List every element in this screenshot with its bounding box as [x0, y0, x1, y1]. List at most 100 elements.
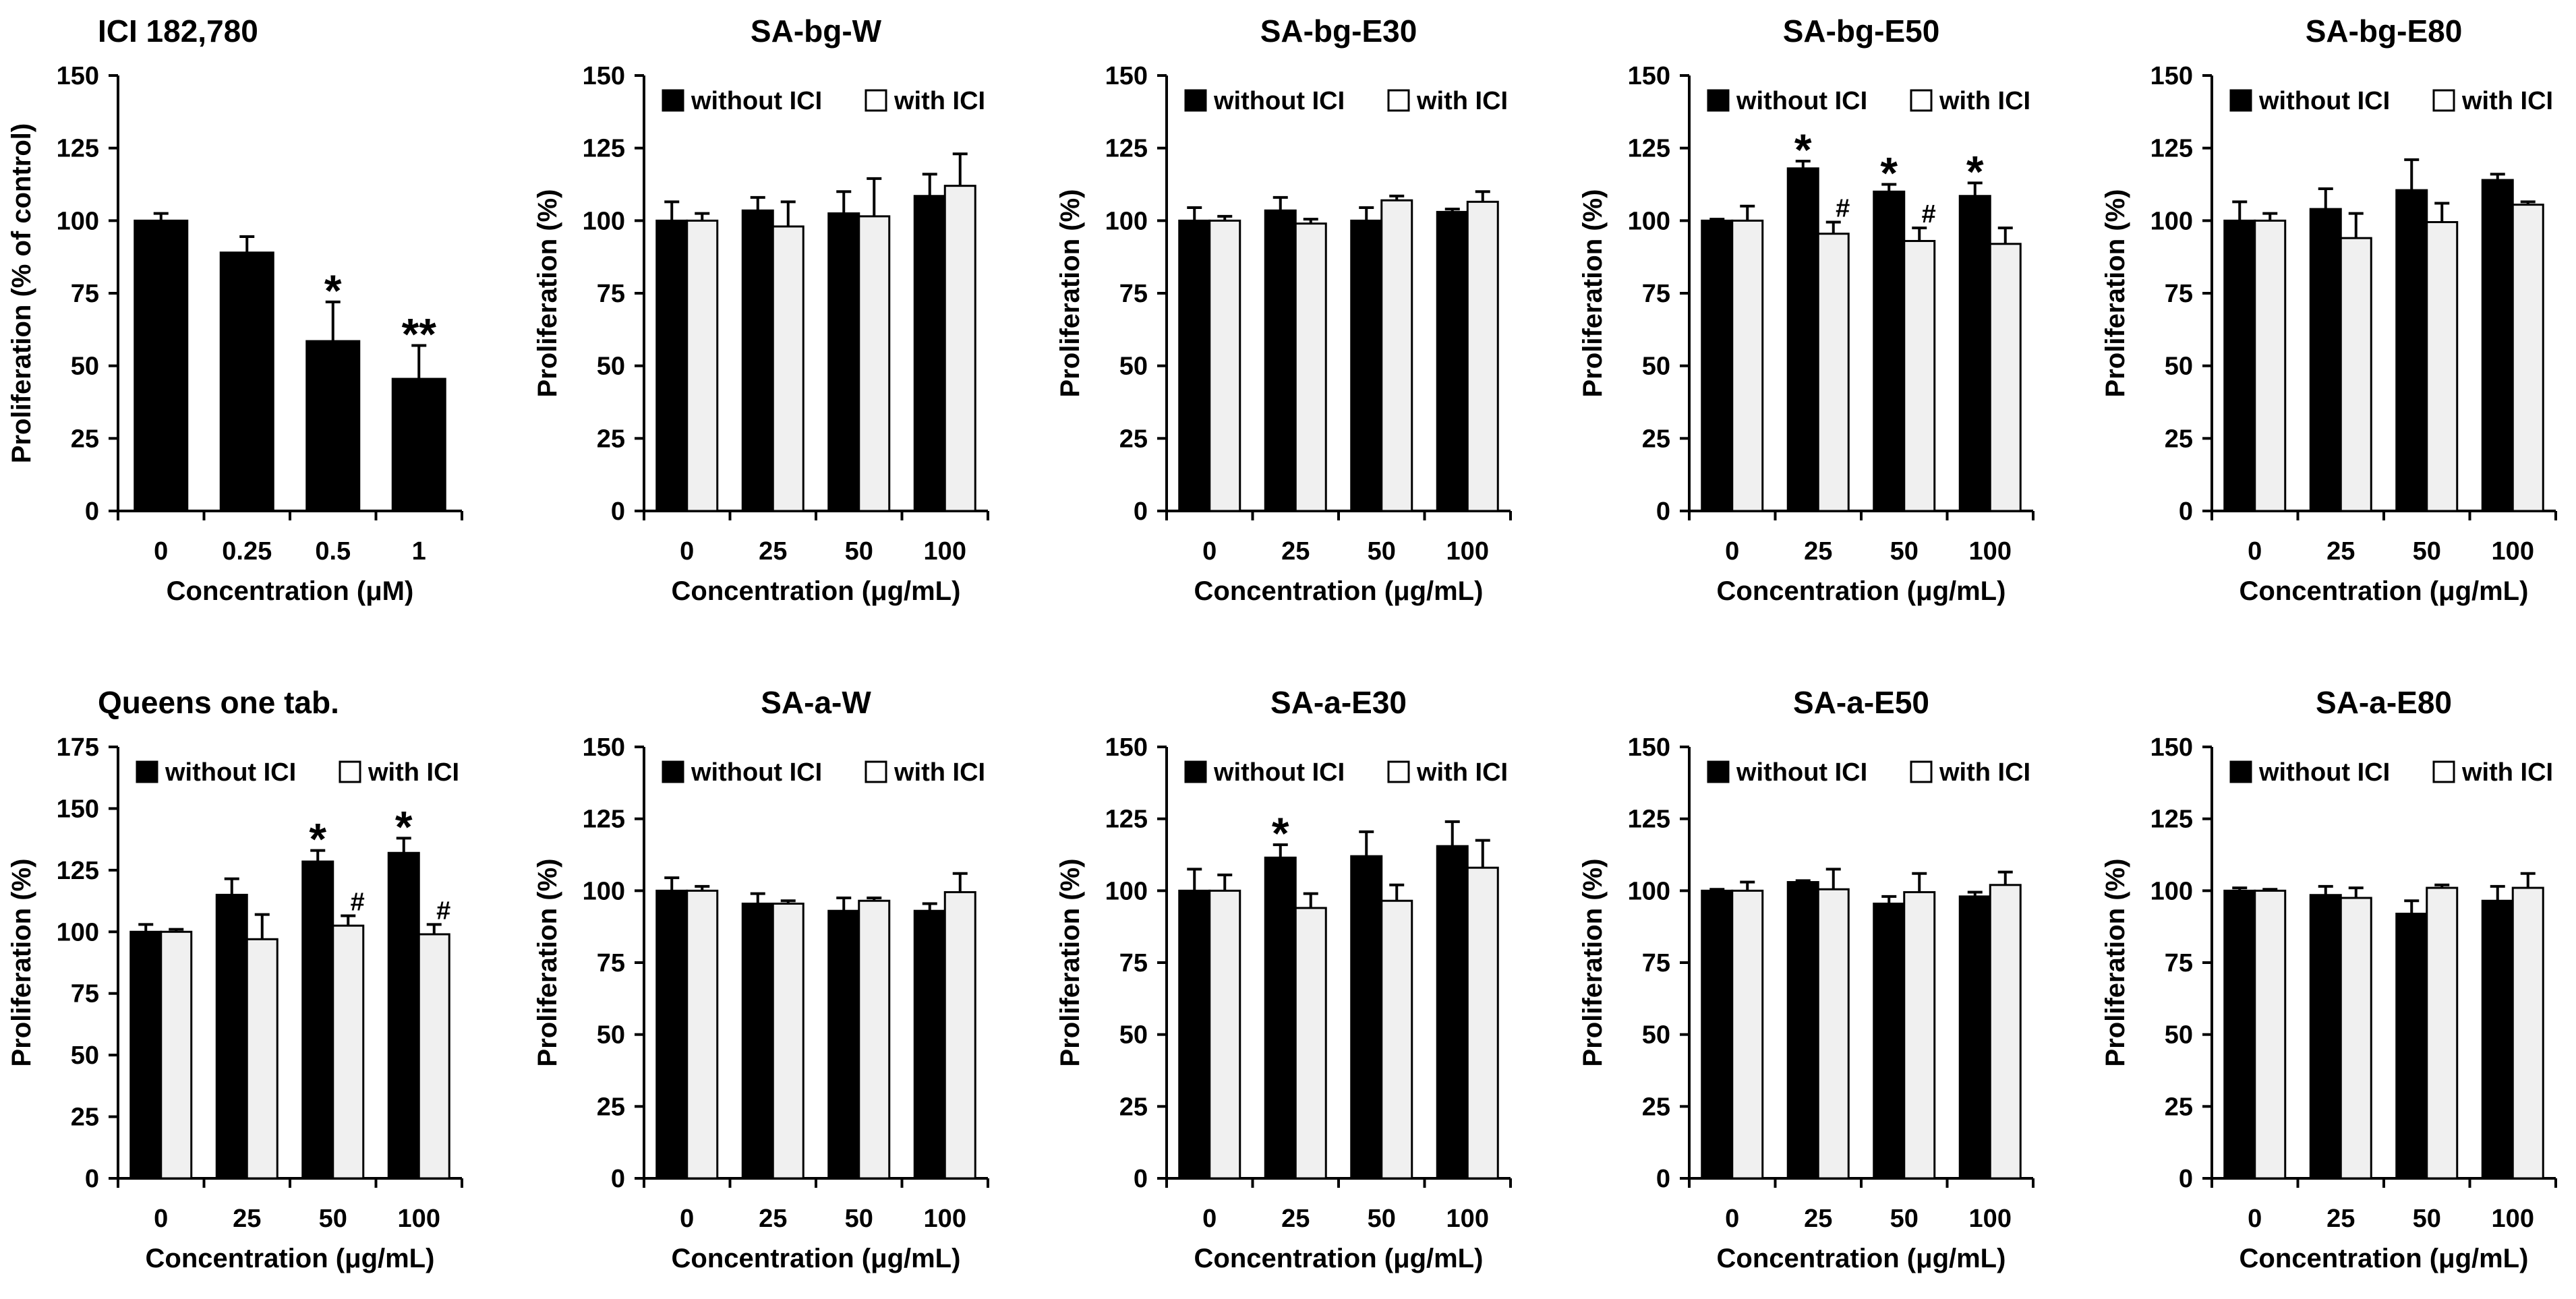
y-tick-label: 75	[1642, 949, 1670, 977]
bar-without-ici	[1786, 167, 1819, 512]
chart-title: ICI 182,780	[98, 13, 258, 49]
x-axis-label: Concentration (μg/mL)	[1717, 576, 2006, 606]
y-axis-label: Proliferation (%)	[7, 859, 36, 1067]
bar-with-ici	[1466, 200, 1499, 512]
bar-value	[219, 251, 274, 512]
y-tick-label: 25	[1119, 1093, 1148, 1121]
y-tick-label: 50	[2165, 353, 2193, 381]
bar-with-ici	[160, 930, 193, 1180]
x-tick-label: 50	[1890, 1205, 1919, 1233]
y-tick-label: 100	[57, 918, 99, 946]
bar-with-ici	[1903, 890, 1936, 1180]
legend: without ICI with ICI	[662, 758, 985, 787]
bar-without-ici	[1701, 889, 1734, 1180]
x-tick-label: 50	[1368, 537, 1396, 566]
legend-swatch	[2229, 760, 2252, 783]
significance-marker: #	[1836, 194, 1850, 222]
y-tick-label: 25	[71, 1104, 99, 1132]
x-axis-label: Concentration (μg/mL)	[1717, 1244, 2006, 1273]
x-tick-label: 100	[924, 1205, 966, 1233]
bar-without-ici	[1958, 195, 1991, 512]
y-tick-label: 125	[1628, 806, 1670, 834]
x-tick-label: 100	[2492, 537, 2534, 566]
bar-with-ici	[686, 219, 719, 512]
x-tick-label: 1	[412, 537, 426, 566]
bar-with-ici	[2339, 897, 2372, 1180]
bar-with-ici	[943, 185, 976, 512]
y-tick-label: 125	[1628, 135, 1670, 163]
legend: without ICI with ICI	[2229, 87, 2553, 115]
y-tick-label: 100	[1628, 877, 1670, 905]
bar-with-ici	[2511, 886, 2544, 1180]
y-tick-label: 75	[1119, 280, 1148, 308]
y-tick-label: 150	[1105, 62, 1148, 90]
x-tick-label: 0.25	[222, 537, 272, 566]
bar-with-ici	[2339, 237, 2372, 512]
bar-with-ici	[1989, 243, 2022, 512]
legend-swatch	[1707, 760, 1730, 783]
legend-swatch	[1707, 89, 1730, 112]
y-tick-label: 125	[2150, 135, 2193, 163]
y-tick-label: 150	[1628, 62, 1670, 90]
legend-label: with ICI	[894, 87, 985, 115]
y-tick-label: 25	[71, 425, 99, 453]
y-axis-label: Proliferation (%)	[2101, 859, 2130, 1067]
significance-marker: *	[309, 814, 326, 864]
bar-without-ici	[2395, 912, 2428, 1180]
y-tick-label: 125	[583, 135, 625, 163]
y-tick-label: 100	[1105, 877, 1148, 905]
chart-panel: SA-bg-W 0 25 50 75 100 125 150 Proliferation (%)…	[533, 13, 989, 606]
legend: without ICI with ICI	[1184, 758, 1508, 787]
y-tick-label: 25	[597, 425, 625, 453]
bar-without-ici	[1873, 903, 1906, 1180]
chart-panel: SA-bg-E50 0 25 50 75 100 125 150 Proliferation (…	[1578, 13, 2035, 606]
x-tick-label: 25	[2326, 537, 2355, 566]
y-tick-label: 125	[57, 857, 99, 885]
y-tick-label: 0	[2179, 497, 2193, 526]
bar-without-ici	[827, 212, 860, 512]
y-tick-label: 25	[2165, 425, 2193, 453]
x-axis-label: Concentration (μg/mL)	[672, 1244, 961, 1273]
bar-value	[391, 377, 446, 512]
bar-without-ici	[1701, 219, 1734, 512]
significance-marker: *	[1272, 808, 1289, 858]
y-tick-label: 75	[597, 280, 625, 308]
x-tick-label: 50	[1890, 537, 1919, 566]
y-tick-label: 50	[597, 1021, 625, 1050]
x-tick-label: 100	[1446, 1205, 1489, 1233]
legend-swatch	[2432, 760, 2455, 783]
x-tick-label: 100	[2492, 1205, 2534, 1233]
x-tick-label: 0	[2248, 537, 2262, 566]
y-tick-label: 25	[1642, 1093, 1670, 1121]
y-tick-label: 75	[597, 949, 625, 977]
legend-label: without ICI	[165, 758, 296, 787]
chart-panel: SA-bg-E30 0 25 50 75 100 125 150 Proliferation (…	[1055, 13, 1512, 606]
y-tick-label: 125	[583, 806, 625, 834]
legend: without ICI with ICI	[136, 758, 459, 787]
bar-with-ici	[1731, 889, 1764, 1180]
bar-without-ici	[301, 860, 334, 1180]
x-tick-label: 25	[233, 1205, 261, 1233]
x-tick-label: 0	[154, 537, 168, 566]
bar-with-ici	[1817, 888, 1850, 1180]
x-axis-label: Concentration (μM)	[167, 576, 414, 606]
legend-swatch	[1910, 760, 1933, 783]
bar-without-ici	[387, 851, 420, 1180]
y-tick-label: 75	[1642, 280, 1670, 308]
chart-title: Queens one tab.	[98, 685, 339, 720]
legend-label: with ICI	[894, 758, 985, 787]
bar-without-ici	[215, 893, 248, 1180]
y-tick-label: 50	[2165, 1021, 2193, 1050]
y-axis-label: Proliferation (%)	[533, 859, 562, 1067]
bar-with-ici	[417, 933, 450, 1180]
bar-without-ici	[2309, 894, 2342, 1180]
x-axis-label: Concentration (μg/mL)	[2240, 576, 2529, 606]
legend-swatch	[1184, 760, 1207, 783]
bar-with-ici	[1208, 889, 1241, 1180]
y-tick-label: 125	[57, 135, 99, 163]
x-tick-label: 100	[924, 537, 966, 566]
bar-without-ici	[741, 903, 774, 1180]
legend-swatch	[2229, 89, 2252, 112]
bar-without-ici	[913, 195, 946, 512]
